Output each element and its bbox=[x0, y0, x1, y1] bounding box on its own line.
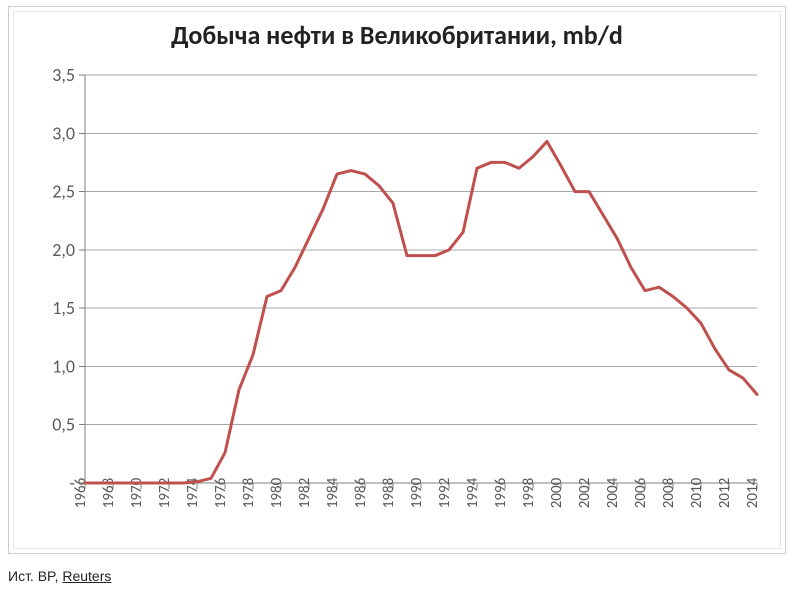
svg-text:1978: 1978 bbox=[240, 478, 258, 508]
svg-text:2014: 2014 bbox=[744, 477, 762, 508]
source-attribution: Ист. BP, Reuters bbox=[8, 568, 111, 584]
chart-title: Добыча нефти в Великобритании, mb/d bbox=[9, 19, 785, 51]
svg-text:1986: 1986 bbox=[352, 477, 370, 508]
source-link[interactable]: Reuters bbox=[62, 568, 111, 584]
svg-text:0,5: 0,5 bbox=[52, 414, 75, 436]
svg-text:1982: 1982 bbox=[296, 478, 314, 508]
svg-text:2,0: 2,0 bbox=[52, 239, 75, 261]
svg-text:2008: 2008 bbox=[660, 478, 678, 508]
svg-text:3,5: 3,5 bbox=[52, 67, 75, 86]
svg-text:2000: 2000 bbox=[548, 477, 566, 508]
plot-area: -0,51,01,52,02,53,03,5196619681970197219… bbox=[31, 67, 767, 539]
svg-text:2006: 2006 bbox=[632, 477, 650, 508]
svg-text:1990: 1990 bbox=[408, 477, 426, 508]
chart-frame: Добыча нефти в Великобритании, mb/d -0,5… bbox=[8, 6, 786, 554]
source-prefix: Ист. BP, bbox=[8, 568, 62, 584]
svg-text:1,0: 1,0 bbox=[52, 355, 75, 377]
svg-text:1994: 1994 bbox=[464, 477, 482, 508]
svg-text:1996: 1996 bbox=[492, 477, 510, 508]
svg-text:1992: 1992 bbox=[436, 478, 454, 508]
svg-text:2,5: 2,5 bbox=[52, 181, 75, 203]
line-chart-svg: -0,51,01,52,02,53,03,5196619681970197219… bbox=[31, 67, 767, 539]
svg-text:1976: 1976 bbox=[212, 477, 230, 508]
svg-text:2012: 2012 bbox=[716, 478, 734, 508]
svg-text:2002: 2002 bbox=[576, 478, 594, 508]
svg-text:1988: 1988 bbox=[380, 478, 398, 508]
svg-text:2010: 2010 bbox=[688, 477, 706, 508]
svg-text:2004: 2004 bbox=[604, 477, 622, 508]
svg-text:1980: 1980 bbox=[268, 477, 286, 508]
svg-text:3,0: 3,0 bbox=[52, 122, 75, 144]
svg-text:1984: 1984 bbox=[324, 477, 342, 508]
svg-text:1,5: 1,5 bbox=[52, 297, 75, 319]
svg-text:1998: 1998 bbox=[520, 478, 538, 508]
